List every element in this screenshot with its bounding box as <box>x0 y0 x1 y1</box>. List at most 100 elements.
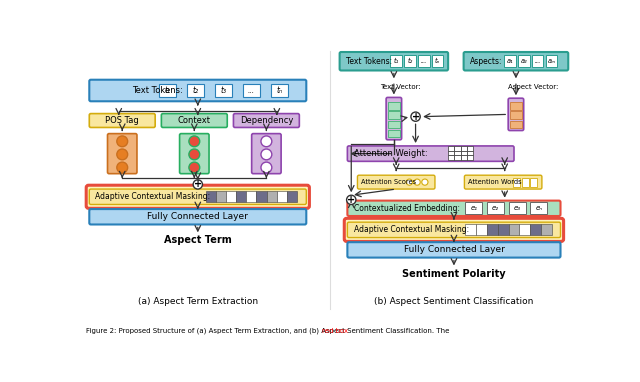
Bar <box>448 155 454 160</box>
Bar <box>243 84 260 97</box>
Circle shape <box>261 162 272 173</box>
Text: t₁: t₁ <box>393 58 399 64</box>
FancyBboxPatch shape <box>90 113 155 128</box>
Bar <box>390 55 402 67</box>
Bar <box>236 191 246 202</box>
Bar <box>388 111 400 119</box>
Bar <box>418 55 429 67</box>
Circle shape <box>414 179 420 185</box>
Bar <box>522 178 529 187</box>
Text: t₃: t₃ <box>220 86 227 95</box>
Bar <box>487 202 504 214</box>
Text: Aspect Vector:: Aspect Vector: <box>508 84 559 91</box>
Text: ...: ... <box>420 58 427 64</box>
Bar <box>531 178 537 187</box>
Text: ...: ... <box>534 58 541 64</box>
Bar <box>532 55 543 67</box>
Text: Context: Context <box>178 116 211 125</box>
Bar <box>509 111 522 119</box>
FancyBboxPatch shape <box>86 185 309 208</box>
Text: Aspects:: Aspects: <box>470 57 502 66</box>
Text: Fully Connected Layer: Fully Connected Layer <box>147 212 248 221</box>
Text: +: + <box>412 112 420 122</box>
Bar <box>467 155 473 160</box>
FancyBboxPatch shape <box>90 189 307 204</box>
Text: Text Tokens:: Text Tokens: <box>346 57 392 66</box>
Circle shape <box>193 180 202 189</box>
FancyBboxPatch shape <box>465 175 542 189</box>
Text: Attention Scores: Attention Scores <box>362 179 417 185</box>
Bar <box>205 191 216 202</box>
Bar <box>246 191 257 202</box>
Circle shape <box>189 136 200 147</box>
Text: +: + <box>194 180 202 189</box>
Bar <box>509 202 525 214</box>
Circle shape <box>189 162 200 173</box>
Text: Adaptive Contextual Masking:: Adaptive Contextual Masking: <box>95 192 210 201</box>
Circle shape <box>117 136 127 147</box>
Text: aₘ: aₘ <box>548 58 556 64</box>
Bar <box>509 102 522 110</box>
Text: e₂: e₂ <box>492 205 499 211</box>
Bar <box>388 130 400 138</box>
Bar <box>467 146 473 151</box>
Bar <box>454 151 461 155</box>
Bar <box>226 191 236 202</box>
Circle shape <box>117 162 127 173</box>
Bar <box>388 121 400 128</box>
FancyBboxPatch shape <box>234 113 300 128</box>
Bar <box>215 84 232 97</box>
FancyBboxPatch shape <box>348 242 561 257</box>
Text: t₂: t₂ <box>407 58 412 64</box>
Bar <box>467 151 473 155</box>
FancyBboxPatch shape <box>90 80 307 101</box>
Bar <box>531 202 547 214</box>
FancyBboxPatch shape <box>252 134 281 174</box>
Bar <box>454 146 461 151</box>
Bar <box>461 151 467 155</box>
Bar <box>498 225 509 235</box>
Text: Contextualized Embedding:: Contextualized Embedding: <box>353 204 460 213</box>
Bar <box>487 225 498 235</box>
Text: Fully Connected Layer: Fully Connected Layer <box>403 245 504 254</box>
Bar <box>454 155 461 160</box>
Text: Attention Weight:: Attention Weight: <box>353 149 428 158</box>
Bar <box>465 202 482 214</box>
Bar <box>504 55 516 67</box>
Text: (a) Aspect Term Extraction: (a) Aspect Term Extraction <box>138 297 258 306</box>
Text: Aspect Term: Aspect Term <box>164 235 232 245</box>
Bar <box>531 225 541 235</box>
FancyBboxPatch shape <box>180 134 209 174</box>
Bar <box>404 55 415 67</box>
Bar <box>388 102 400 110</box>
Bar <box>271 84 288 97</box>
Circle shape <box>117 149 127 160</box>
FancyBboxPatch shape <box>108 134 137 174</box>
Bar <box>465 225 476 235</box>
Bar <box>513 178 520 187</box>
Bar <box>187 84 204 97</box>
Bar <box>509 121 522 128</box>
Bar <box>518 55 529 67</box>
Bar <box>509 225 520 235</box>
Circle shape <box>347 195 356 204</box>
FancyBboxPatch shape <box>348 146 514 161</box>
FancyBboxPatch shape <box>348 201 561 216</box>
Circle shape <box>189 149 200 160</box>
FancyBboxPatch shape <box>161 113 227 128</box>
Text: (b) Aspect Sentiment Classification: (b) Aspect Sentiment Classification <box>374 297 534 306</box>
Circle shape <box>422 179 428 185</box>
Text: t₁: t₁ <box>164 86 171 95</box>
Text: Sentiment Polarity: Sentiment Polarity <box>402 269 506 279</box>
Circle shape <box>261 136 272 147</box>
Text: e₃: e₃ <box>514 205 520 211</box>
FancyBboxPatch shape <box>344 219 564 241</box>
Text: tₙ: tₙ <box>276 86 282 95</box>
Bar <box>159 84 176 97</box>
Bar <box>541 225 552 235</box>
Bar <box>461 155 467 160</box>
Text: a₂: a₂ <box>520 58 527 64</box>
Bar <box>276 191 287 202</box>
Text: Attention Words: Attention Words <box>468 179 522 185</box>
FancyBboxPatch shape <box>508 98 524 131</box>
